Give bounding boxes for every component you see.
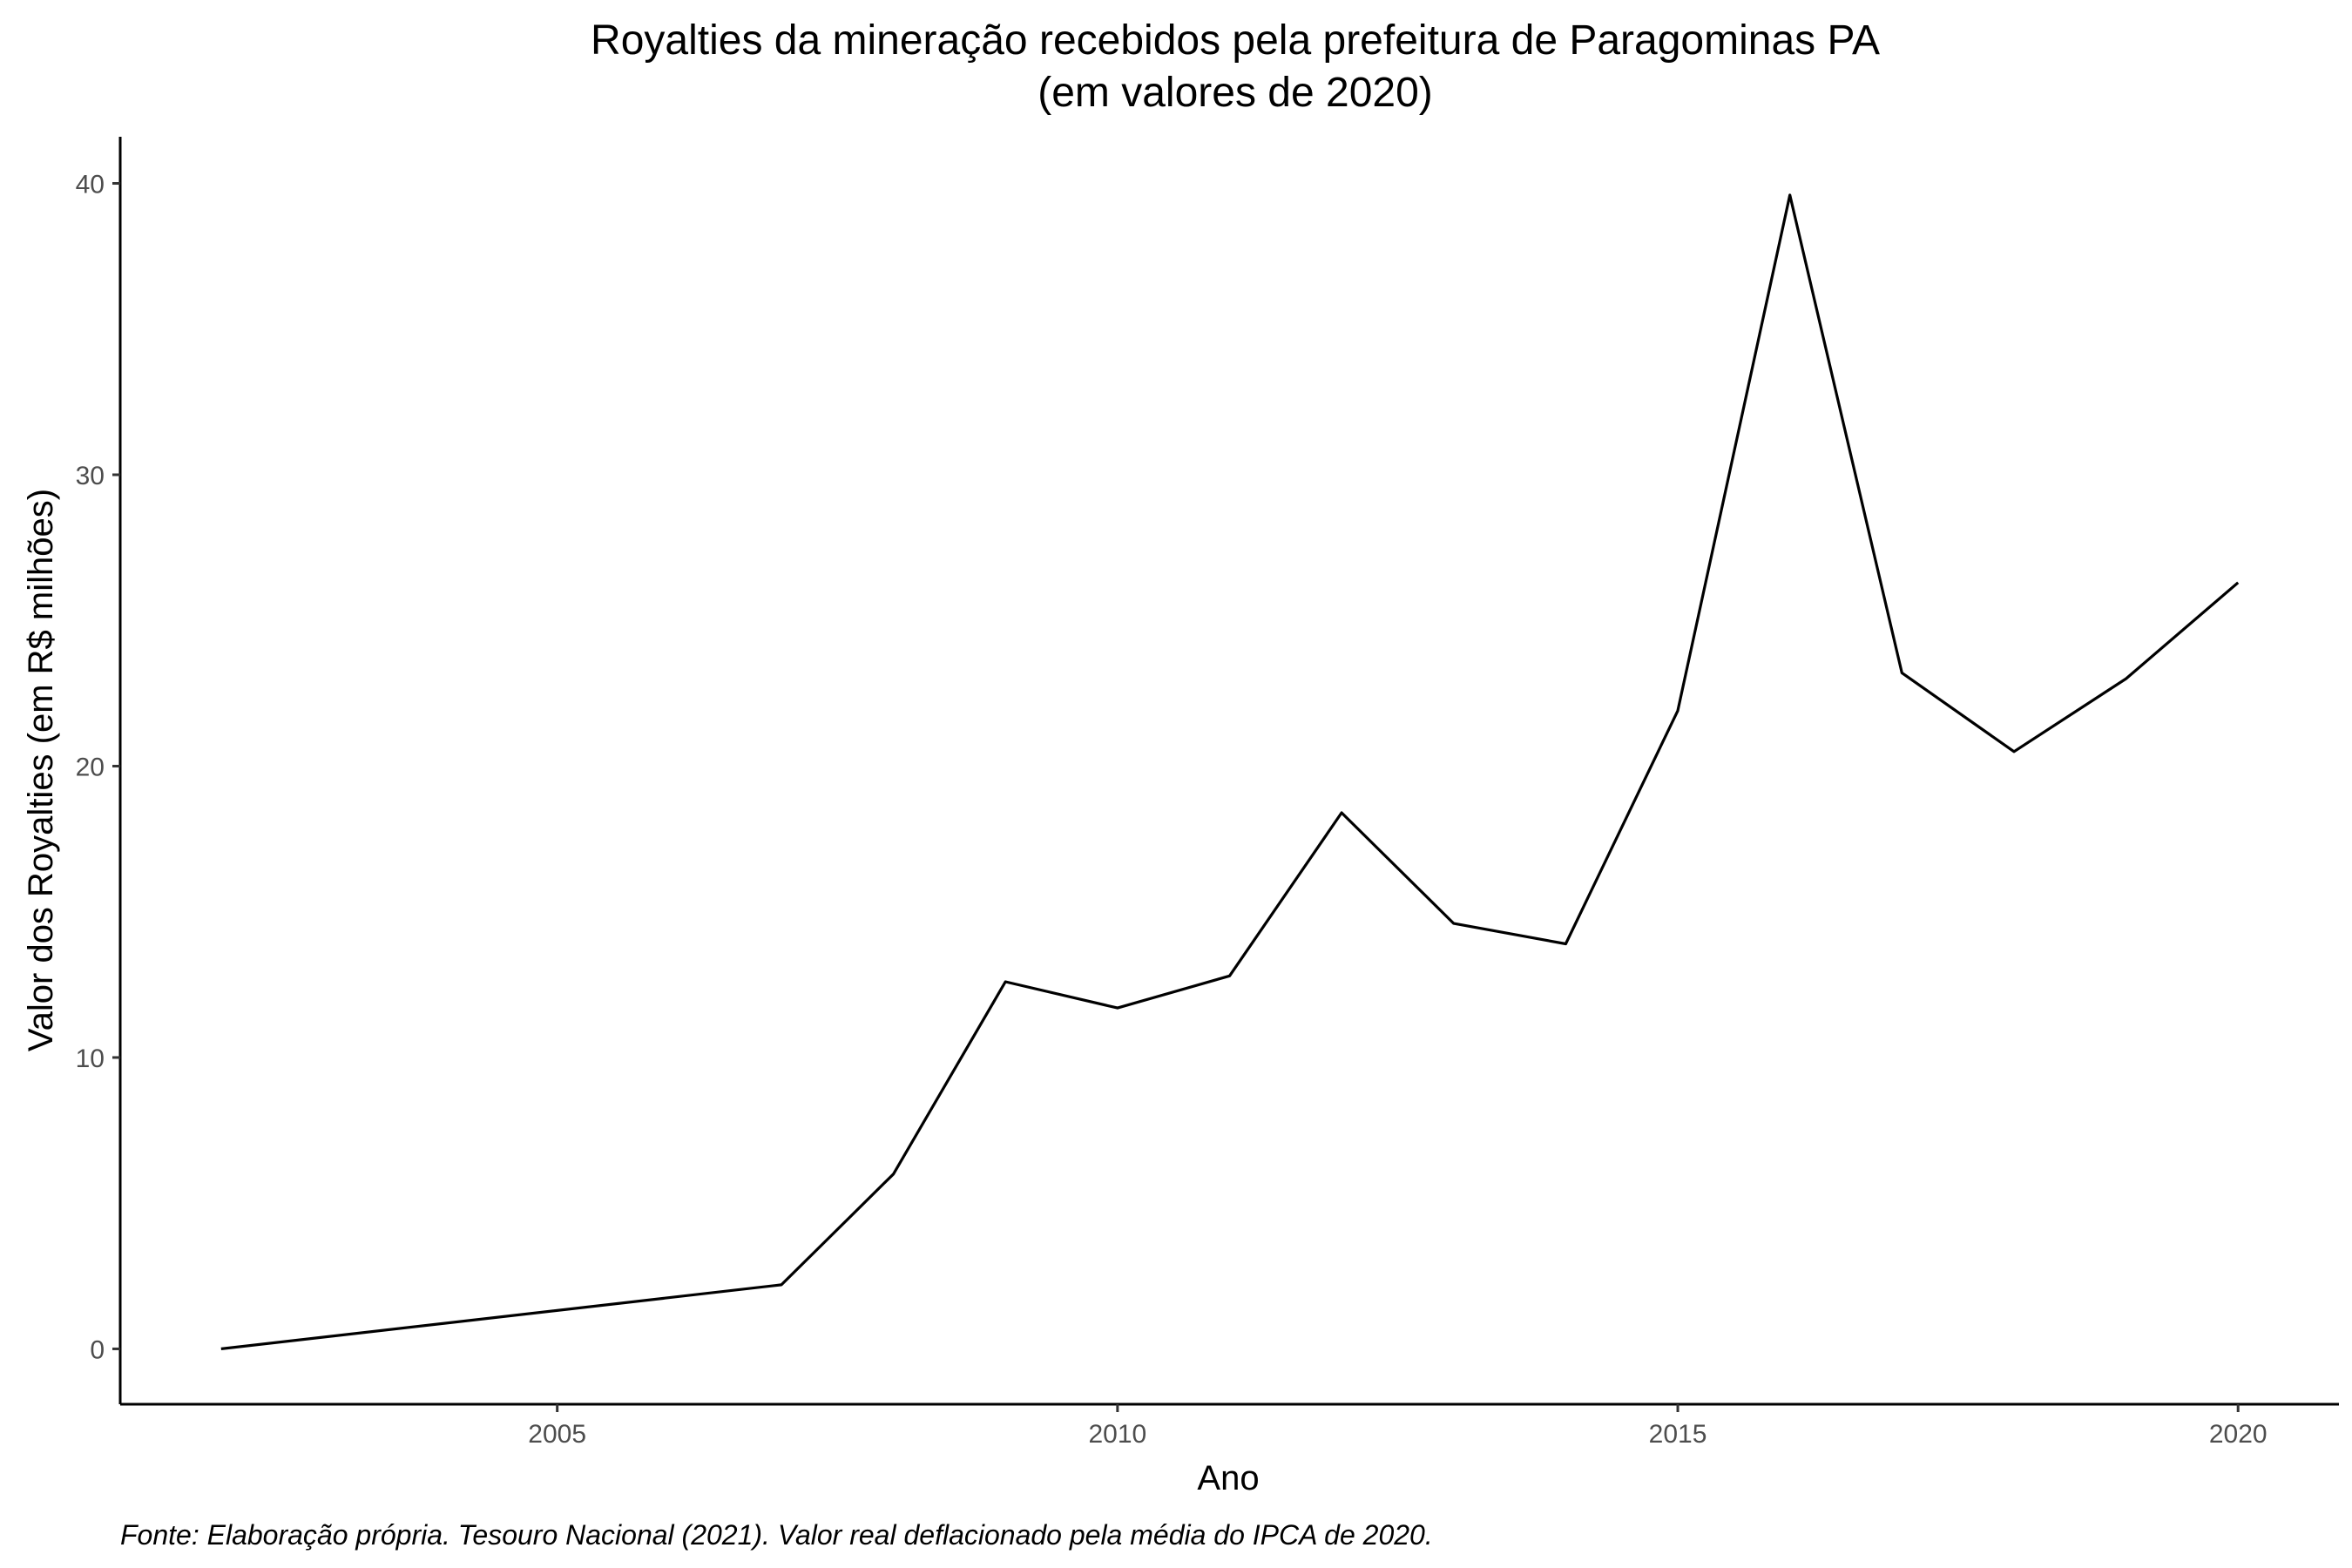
y-tick-label: 40: [76, 171, 105, 199]
y-tick-label: 20: [76, 753, 105, 781]
y-tick-label: 0: [90, 1335, 105, 1364]
y-tick-label: 10: [76, 1044, 105, 1073]
source-caption: Fonte: Elaboração própria. Tesouro Nacio…: [120, 1519, 1433, 1551]
y-axis-ticks: 0 10 20 30 40: [76, 171, 120, 1364]
y-tick-label: 30: [76, 462, 105, 490]
chart-subtitle: (em valores de 2020): [1037, 70, 1433, 116]
royalties-series-line: [220, 193, 2240, 1350]
x-tick-label: 2010: [1088, 1420, 1146, 1449]
y-axis-title: Valor dos Royalties (em R$ milhões): [22, 489, 60, 1051]
plot-area: [220, 193, 2240, 1350]
x-tick-label: 2015: [1649, 1420, 1707, 1449]
x-tick-label: 2005: [528, 1420, 586, 1449]
x-axis-title: Ano: [1197, 1459, 1259, 1497]
x-axis-ticks: 2005 2010 2015 2020: [528, 1404, 2268, 1449]
x-tick-label: 2020: [2209, 1420, 2268, 1449]
chart-title: Royalties da mineração recebidos pela pr…: [591, 17, 1880, 64]
